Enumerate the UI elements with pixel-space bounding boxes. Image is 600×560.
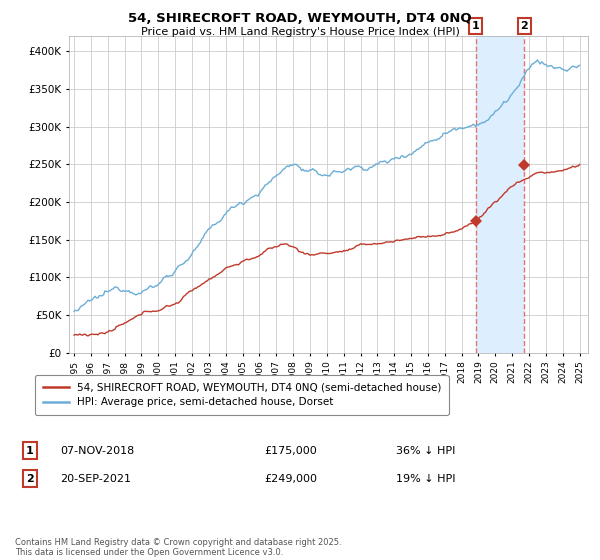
Text: 2: 2 [520,21,528,31]
Text: 2: 2 [26,474,34,484]
Text: 36% ↓ HPI: 36% ↓ HPI [396,446,455,456]
Text: £249,000: £249,000 [264,474,317,484]
Text: 54, SHIRECROFT ROAD, WEYMOUTH, DT4 0NQ: 54, SHIRECROFT ROAD, WEYMOUTH, DT4 0NQ [128,12,472,25]
Text: Contains HM Land Registry data © Crown copyright and database right 2025.
This d: Contains HM Land Registry data © Crown c… [15,538,341,557]
Text: 07-NOV-2018: 07-NOV-2018 [60,446,134,456]
Text: 1: 1 [472,21,479,31]
Text: 20-SEP-2021: 20-SEP-2021 [60,474,131,484]
Text: 19% ↓ HPI: 19% ↓ HPI [396,474,455,484]
Bar [476,36,524,353]
Legend: 54, SHIRECROFT ROAD, WEYMOUTH, DT4 0NQ (semi-detached house), HPI: Average price: 54, SHIRECROFT ROAD, WEYMOUTH, DT4 0NQ (… [35,375,449,415]
Text: Price paid vs. HM Land Registry's House Price Index (HPI): Price paid vs. HM Land Registry's House … [140,27,460,37]
Text: 1: 1 [26,446,34,456]
Text: £175,000: £175,000 [264,446,317,456]
